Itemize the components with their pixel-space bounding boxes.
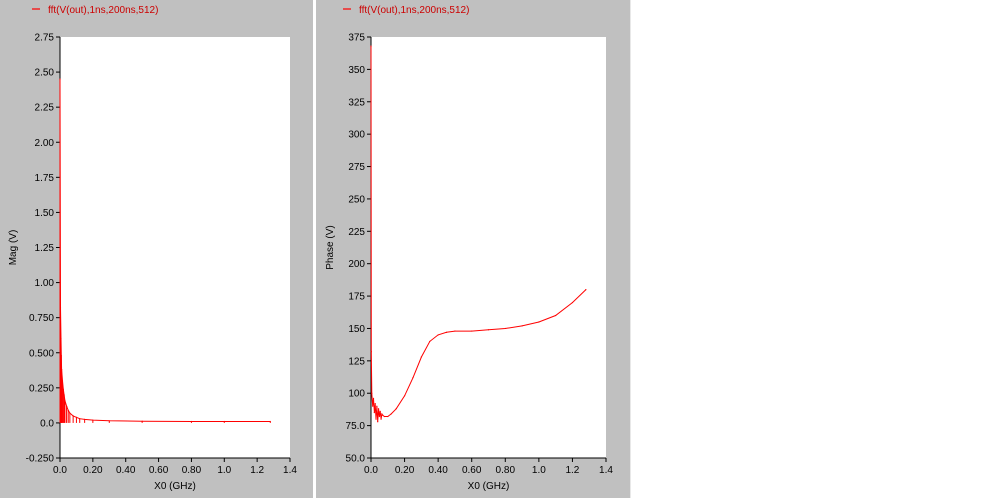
- y-tick-label: 225: [348, 227, 365, 238]
- x-tick-label: 1.0: [532, 465, 546, 476]
- data-point: [377, 408, 380, 410]
- y-tick-label: 0.750: [29, 313, 54, 324]
- data-point: [504, 327, 506, 330]
- data-point: [538, 321, 540, 323]
- data-point: [555, 314, 557, 317]
- data-point: [387, 415, 389, 418]
- chart-panel-magnitude: fft(V(out),1ns,200ns,512) -0.250 0.0 0.250 0…: [0, 0, 313, 498]
- data-point: [372, 405, 374, 407]
- data-point: [395, 408, 397, 410]
- data-point: [585, 289, 587, 291]
- x-tick-label: 0.0: [364, 465, 378, 476]
- y-tick-label: 250: [348, 194, 365, 205]
- y-tick-label: 2.75: [35, 33, 55, 44]
- data-point: [371, 392, 373, 394]
- y-tick-label: 0.250: [29, 383, 54, 394]
- data-point: [370, 351, 372, 353]
- chart-panel-phase: fft(V(out),1ns,200ns,512) 50.0 75.0 100 125 1…: [316, 0, 630, 498]
- data-point: [376, 405, 378, 407]
- y-tick-label: 325: [348, 97, 365, 108]
- x-tick-label: 0.0: [53, 465, 67, 476]
- y-tick-label: 75.0: [346, 421, 366, 432]
- data-point: [380, 418, 382, 420]
- data-point: [429, 340, 431, 343]
- y-tick-label: 1.00: [35, 278, 55, 289]
- data-point: [375, 418, 377, 420]
- plot-area: [371, 37, 606, 458]
- data-point: [373, 412, 375, 414]
- data-point: [571, 301, 574, 304]
- data-point: [445, 331, 448, 333]
- y-tick-label: 0.500: [29, 348, 54, 359]
- x-tick-label: 0.60: [149, 465, 169, 476]
- x-tick-label: 0.80: [496, 465, 516, 476]
- data-point: [487, 329, 490, 331]
- y-tick-label: 125: [348, 356, 365, 367]
- y-tick-label: 275: [348, 162, 365, 173]
- magnitude-chart: fft(V(out),1ns,200ns,512)-0.2500.00.2500…: [8, 5, 297, 492]
- x-tick-label: 1.4: [599, 465, 613, 476]
- data-point: [382, 414, 384, 416]
- x-tick-label: 1.2: [250, 465, 264, 476]
- data-point: [437, 334, 439, 336]
- phase-chart: fft(V(out),1ns,200ns,512) 50.0 75.0 100 125 1…: [325, 5, 613, 492]
- data-point: [370, 45, 372, 47]
- panel-edge: [630, 0, 631, 498]
- data-point: [378, 415, 380, 418]
- x-axis-label: X0 (GHz): [468, 481, 510, 492]
- y-axis-label: Phase (V): [325, 225, 336, 269]
- x-tick-label: 0.40: [116, 465, 136, 476]
- x-tick-label: 0.60: [462, 465, 482, 476]
- data-point: [412, 377, 414, 379]
- x-tick-label: 0.20: [83, 465, 103, 476]
- data-point: [381, 413, 383, 415]
- y-tick-label: 175: [348, 292, 365, 303]
- data-point: [390, 413, 392, 415]
- y-tick-label: 1.75: [35, 173, 55, 184]
- data-point: [471, 330, 473, 332]
- y-tick-label: 1.50: [35, 208, 55, 219]
- y-tick-label: 200: [348, 259, 365, 270]
- x-tick-label: 1.2: [565, 465, 579, 476]
- x-tick-label: 1.0: [217, 465, 231, 476]
- y-tick-label: 300: [348, 130, 365, 141]
- data-point: [420, 356, 422, 358]
- y-axis-label: Mag (V): [8, 230, 19, 266]
- data-point: [374, 402, 376, 405]
- data-point: [454, 330, 456, 332]
- plot-area: [60, 37, 290, 458]
- x-tick-label: 0.40: [428, 465, 448, 476]
- y-tick-label: 0.0: [40, 418, 54, 429]
- y-tick-label: 150: [348, 324, 365, 335]
- y-tick-label: 2.25: [35, 103, 55, 114]
- y-tick-label: 350: [348, 65, 365, 76]
- data-point: [521, 325, 523, 327]
- y-tick-label: -0.250: [26, 454, 55, 465]
- x-tick-label: 0.20: [395, 465, 415, 476]
- data-point: [403, 395, 406, 397]
- x-axis-label: X0 (GHz): [154, 481, 196, 492]
- data-point: [383, 415, 386, 418]
- data-point: [377, 421, 379, 423]
- y-tick-label: 1.25: [35, 243, 55, 254]
- y-tick-label: 2.00: [35, 138, 55, 149]
- data-point: [372, 397, 375, 400]
- y-tick-label: 50.0: [346, 454, 366, 465]
- panel-divider: [313, 0, 316, 498]
- y-tick-label: 375: [348, 33, 365, 44]
- legend-label: fft(V(out),1ns,200ns,512): [48, 5, 158, 16]
- x-tick-label: 0.80: [182, 465, 202, 476]
- y-tick-label: 100: [348, 389, 365, 400]
- legend-label: fft(V(out),1ns,200ns,512): [359, 5, 469, 16]
- x-tick-label: 1.4: [283, 465, 297, 476]
- y-tick-label: 2.50: [35, 68, 55, 79]
- data-point: [379, 410, 381, 412]
